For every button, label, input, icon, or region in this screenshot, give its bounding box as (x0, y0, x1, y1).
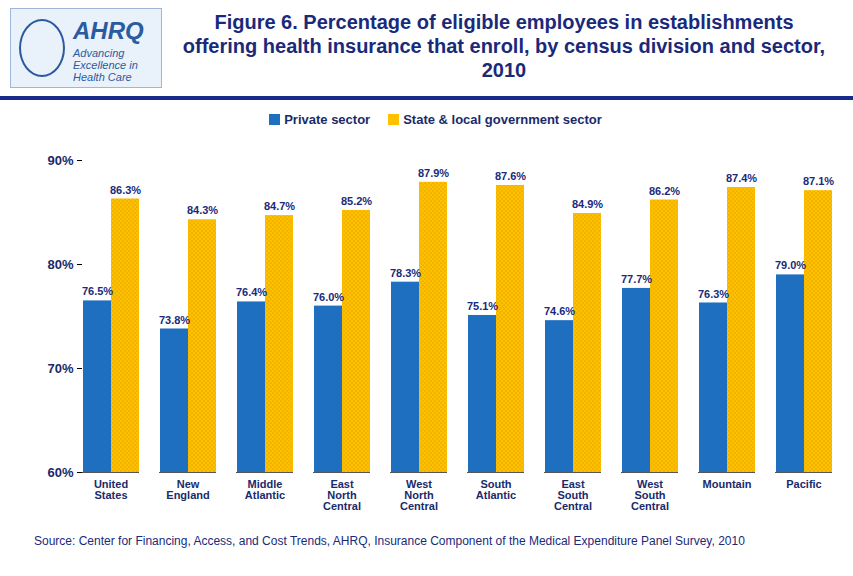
svg-text:73.8%: 73.8% (159, 314, 190, 326)
svg-text:Pacific: Pacific (786, 478, 821, 490)
svg-text:WestNorthCentral: WestNorthCentral (400, 478, 438, 512)
svg-text:EastSouthCentral: EastSouthCentral (554, 478, 592, 512)
svg-text:76.0%: 76.0% (313, 291, 344, 303)
svg-text:84.9%: 84.9% (572, 198, 603, 210)
svg-text:76.5%: 76.5% (82, 285, 113, 297)
html-text:AHRQ: AHRQ (73, 17, 144, 44)
svg-text:90%: 90% (47, 153, 73, 168)
svg-text:78.3%: 78.3% (390, 267, 421, 279)
svg-text:76.3%: 76.3% (698, 288, 729, 300)
svg-text:86.3%: 86.3% (110, 184, 141, 196)
svg-text:84.7%: 84.7% (264, 200, 295, 212)
svg-text:74.6%: 74.6% (544, 305, 575, 317)
svg-text:NewEngland: NewEngland (166, 478, 209, 501)
svg-text:85.2%: 85.2% (341, 195, 372, 207)
svg-text:75.1%: 75.1% (467, 300, 498, 312)
svg-text:80%: 80% (47, 257, 73, 272)
svg-text:87.9%: 87.9% (418, 167, 449, 179)
html-text:Private sector: Private sector (284, 112, 371, 127)
svg-text:87.1%: 87.1% (803, 175, 834, 187)
svg-text:77.7%: 77.7% (621, 273, 652, 285)
svg-text:UnitedStates: UnitedStates (94, 478, 128, 501)
svg-text:60%: 60% (47, 465, 73, 480)
html-text:Figure 6. Percentage of eligib: Figure 6. Percentage of eligible employe… (182, 11, 826, 81)
svg-text:87.6%: 87.6% (495, 170, 526, 182)
svg-text:79.0%: 79.0% (775, 259, 806, 271)
svg-text:EastNorthCentral: EastNorthCentral (323, 478, 361, 512)
svg-text:87.4%: 87.4% (726, 172, 757, 184)
svg-text:70%: 70% (47, 361, 73, 376)
html-text:Source: Center for Financing,: Source: Center for Financing, Access, an… (34, 534, 745, 548)
svg-text:84.3%: 84.3% (187, 204, 218, 216)
svg-text:Mountain: Mountain (703, 478, 752, 490)
svg-text:SouthAtlantic: SouthAtlantic (476, 478, 516, 501)
svg-text:86.2%: 86.2% (649, 185, 680, 197)
html-text:State & local government secto: State & local government sector (403, 112, 602, 127)
svg-text:WestSouthCentral: WestSouthCentral (631, 478, 669, 512)
svg-text:76.4%: 76.4% (236, 286, 267, 298)
svg-text:MiddleAtlantic: MiddleAtlantic (245, 478, 285, 501)
html-text:Advancing Excellence in Health: Advancing Excellence in Health Care (73, 47, 138, 83)
